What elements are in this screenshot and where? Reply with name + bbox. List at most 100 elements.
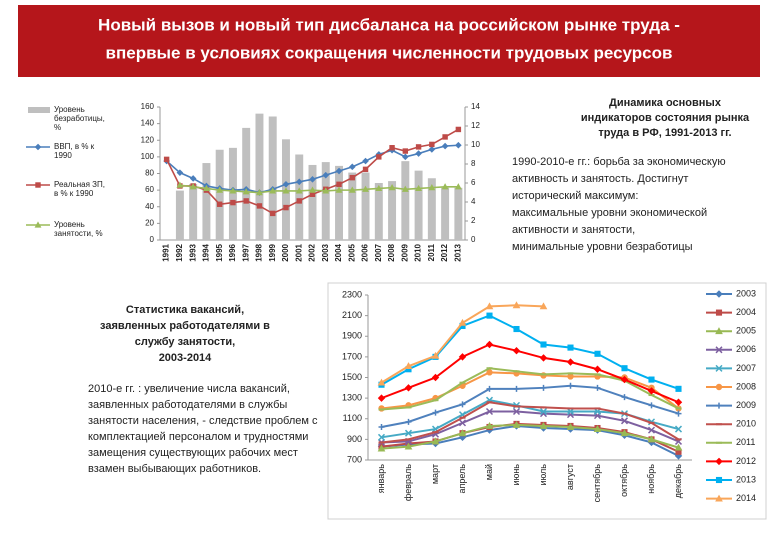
x-tick-label: 1993: [188, 243, 197, 261]
bar: [454, 187, 463, 240]
marker: [593, 365, 602, 373]
marker: [163, 156, 170, 163]
text-line: службу занятости,: [135, 336, 235, 348]
series-line: [381, 401, 680, 444]
marker: [309, 186, 316, 193]
marker: [716, 402, 722, 409]
marker: [621, 365, 628, 372]
marker: [404, 429, 413, 437]
marker: [295, 178, 303, 186]
marker: [189, 175, 197, 182]
header-bar: [18, 5, 760, 77]
series-line: [179, 184, 459, 194]
bar: [388, 181, 397, 240]
legend-label: 2004: [736, 307, 756, 317]
marker: [594, 350, 601, 357]
x-tick-label: 2003: [321, 243, 330, 261]
x-tick-label: 2005: [347, 243, 356, 261]
marker: [647, 435, 656, 443]
legend-label: Уровень безработицы,%: [54, 105, 105, 132]
marker: [335, 186, 343, 193]
chart-frame: [327, 282, 767, 520]
x-tick-label: 2013: [453, 243, 462, 261]
y-tick-label: 1300: [342, 393, 362, 403]
bar: [308, 164, 317, 240]
y2-tick-label: 14: [471, 102, 480, 111]
x-tick-label: 2001: [294, 243, 303, 261]
marker: [362, 166, 369, 173]
marker: [674, 425, 683, 433]
marker: [593, 425, 602, 432]
marker: [567, 373, 574, 380]
y-tick-label: 1700: [342, 351, 362, 361]
marker: [674, 398, 683, 406]
marker: [647, 387, 656, 395]
marker: [309, 176, 316, 183]
series-line: [381, 384, 679, 428]
text-line: взамен выбывающих работников.: [88, 463, 261, 475]
x-tick-label: 2008: [387, 243, 396, 261]
marker: [539, 354, 548, 362]
bar: [228, 147, 237, 240]
x-tick-label: декабрь: [673, 464, 683, 499]
marker: [539, 302, 548, 310]
marker: [404, 362, 413, 370]
marker: [388, 184, 396, 191]
marker: [405, 418, 412, 425]
y-tick-label: 60: [145, 185, 154, 194]
marker: [216, 186, 224, 193]
x-tick-label: 1999: [268, 243, 277, 261]
marker: [283, 204, 289, 211]
x-tick-label: 2007: [374, 243, 383, 261]
marker: [620, 429, 629, 437]
bar: [321, 162, 330, 240]
bar: [441, 187, 450, 240]
marker: [415, 144, 422, 150]
x-tick-label: октябрь: [619, 464, 629, 497]
x-tick-label: 1992: [175, 243, 184, 261]
marker: [648, 376, 655, 383]
y-tick-label: 0: [150, 235, 155, 244]
marker: [295, 187, 303, 194]
marker: [378, 424, 385, 430]
legend-label: 2007: [736, 363, 756, 373]
marker: [336, 181, 342, 188]
text-line: занятости населения, - следствие проблем…: [88, 415, 318, 427]
legend-label: 2014: [736, 493, 756, 503]
marker: [715, 383, 723, 391]
series-line: [381, 399, 679, 439]
marker: [675, 410, 682, 417]
x-tick-label: 2002: [308, 243, 317, 261]
marker: [441, 183, 449, 190]
marker: [296, 198, 302, 204]
x-tick-label: 2000: [281, 243, 290, 261]
text-line: максимальные уровни экономической: [512, 207, 707, 219]
marker: [539, 408, 548, 416]
legend-label: Уровень занятости, %: [54, 220, 103, 238]
x-tick-label: 2009: [400, 243, 409, 261]
marker: [362, 185, 369, 192]
marker: [415, 184, 423, 192]
y2-tick-label: 10: [471, 140, 480, 149]
series-line: [381, 410, 679, 444]
marker: [485, 421, 494, 429]
marker: [540, 341, 547, 348]
series-line: [381, 371, 680, 410]
legend-label: Реальная ЗП, в % к 1990: [54, 180, 105, 198]
bar: [295, 154, 304, 240]
marker: [432, 409, 439, 416]
text-line: 1990-2010-е гг.: борьба за экономическую: [512, 156, 726, 168]
series-line: [381, 343, 679, 404]
marker: [594, 384, 601, 391]
legend-swatch: [28, 107, 50, 113]
marker: [256, 203, 263, 209]
marker: [513, 325, 520, 333]
marker: [458, 353, 467, 361]
y-tick-label: 20: [145, 218, 154, 227]
marker: [270, 210, 276, 217]
marker: [377, 378, 386, 386]
x-tick-label: 1995: [215, 243, 224, 261]
marker: [512, 301, 521, 309]
x-tick-label: 2012: [440, 243, 449, 261]
marker: [404, 442, 413, 450]
